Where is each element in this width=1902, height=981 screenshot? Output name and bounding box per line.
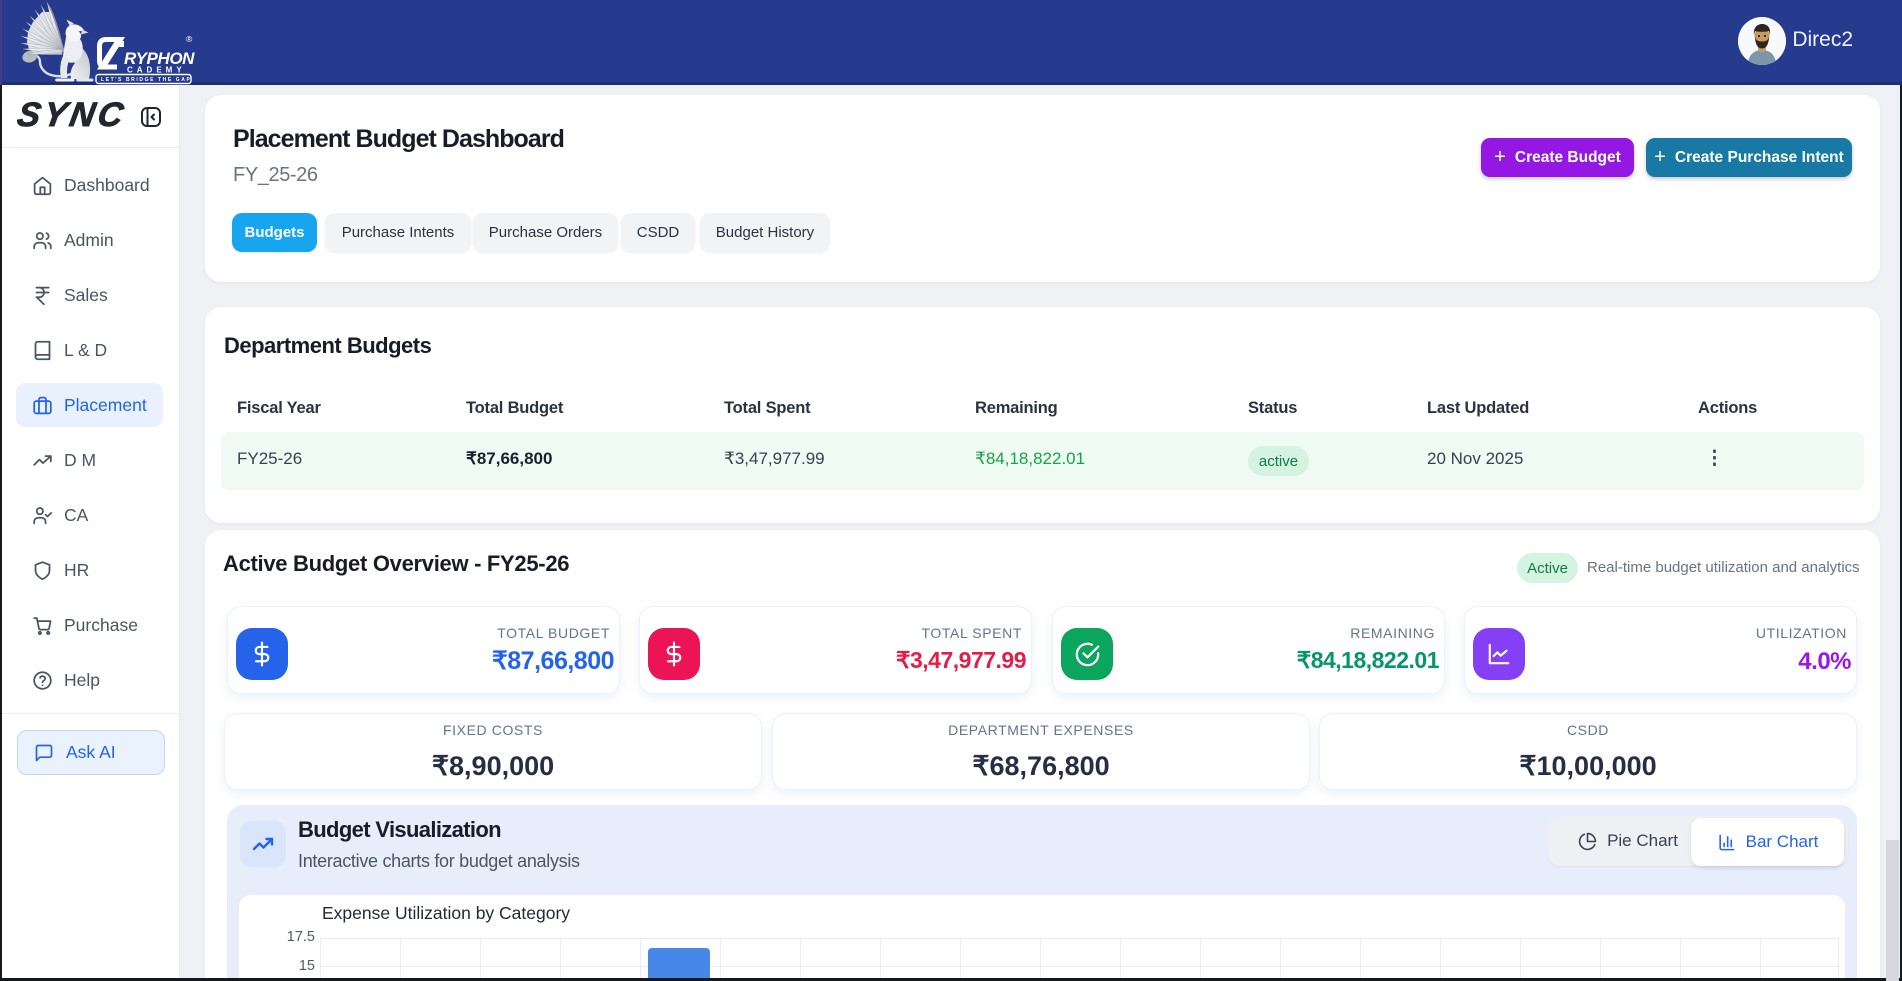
svg-text:RYPHON: RYPHON: [124, 49, 195, 68]
svg-text:LET'S BRIDGE THE GAP: LET'S BRIDGE THE GAP: [101, 77, 191, 83]
svg-text:CADEMY: CADEMY: [127, 66, 186, 75]
svg-text:®: ®: [186, 34, 193, 44]
svg-text:SYNC: SYNC: [15, 97, 130, 133]
